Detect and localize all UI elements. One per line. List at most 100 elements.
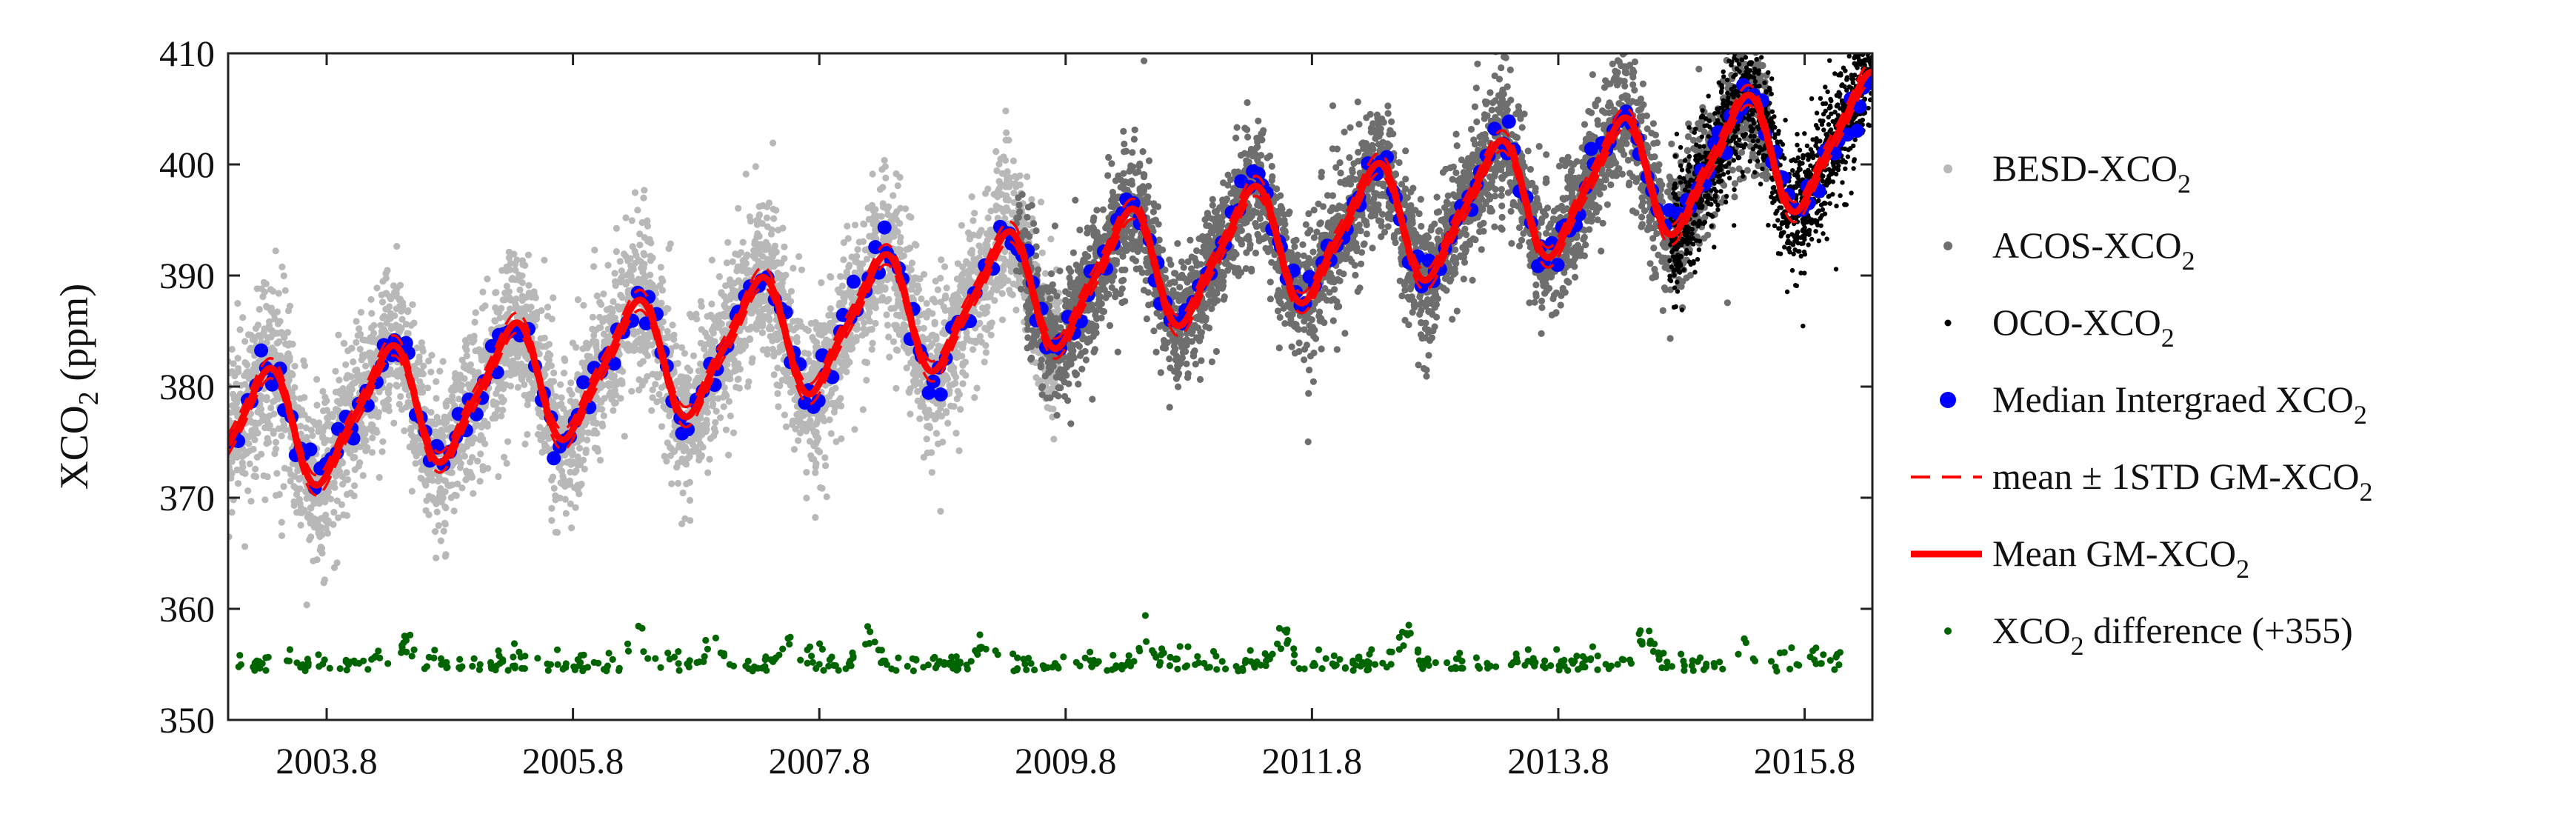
- scatter-point: [433, 500, 440, 507]
- scatter-point: [596, 456, 604, 464]
- scatter-point: [353, 338, 360, 346]
- scatter-point: [715, 273, 723, 281]
- scatter-point: [613, 224, 621, 232]
- scatter-point: [239, 314, 247, 321]
- scatter-point: [330, 564, 338, 572]
- scatter-point: [758, 322, 767, 330]
- scatter-point: [256, 306, 263, 313]
- scatter-point: [764, 346, 771, 353]
- scatter-point: [437, 537, 445, 544]
- scatter-point: [450, 507, 458, 515]
- scatter-point: [484, 276, 491, 283]
- scatter-point: [771, 242, 778, 250]
- scatter-point: [959, 380, 967, 387]
- scatter-point: [525, 281, 533, 289]
- scatter-point: [297, 474, 304, 481]
- plot-clip-group: [228, 53, 1872, 675]
- scatter-point: [649, 386, 656, 393]
- scatter-point: [491, 317, 498, 324]
- scatter-point: [746, 335, 753, 342]
- scatter-point: [636, 241, 644, 249]
- scatter-point: [298, 409, 306, 417]
- scatter-point: [410, 319, 418, 327]
- scatter-point: [317, 544, 324, 551]
- scatter-point: [441, 417, 448, 424]
- scatter-point: [790, 446, 798, 453]
- scatter-point: [868, 325, 875, 333]
- scatter-point: [937, 507, 944, 515]
- scatter-point: [421, 467, 430, 474]
- scatter-point: [350, 358, 357, 366]
- scatter-point: [409, 301, 416, 308]
- scatter-point: [956, 287, 964, 295]
- scatter-point: [396, 296, 404, 303]
- scatter-point: [968, 193, 975, 201]
- scatter-point: [921, 270, 928, 278]
- scatter-point: [275, 290, 282, 297]
- scatter-point: [894, 182, 901, 190]
- scatter-point: [926, 422, 933, 430]
- scatter-point: [807, 320, 815, 327]
- scatter-point: [495, 308, 503, 316]
- scatter-point: [931, 318, 938, 326]
- scatter-point: [433, 378, 440, 385]
- scatter-point: [613, 248, 620, 256]
- scatter-point: [495, 473, 502, 481]
- scatter-point: [398, 305, 406, 313]
- scatter-point: [498, 267, 506, 274]
- scatter-point: [548, 504, 555, 512]
- scatter-point: [593, 292, 601, 300]
- scatter-point: [955, 447, 963, 455]
- scatter-point: [356, 345, 364, 353]
- scatter-point: [345, 397, 353, 404]
- scatter-point: [310, 557, 317, 564]
- scatter-point: [258, 417, 266, 424]
- scatter-point: [770, 371, 778, 378]
- scatter-point: [825, 312, 832, 319]
- scatter-point: [954, 387, 961, 395]
- scatter-point: [428, 352, 436, 359]
- scatter-point: [998, 316, 1007, 324]
- scatter-point: [309, 432, 316, 439]
- scatter-point: [749, 355, 756, 362]
- scatter-point: [739, 238, 747, 246]
- scatter-point: [591, 444, 598, 452]
- scatter-point: [518, 293, 526, 300]
- scatter-point: [976, 333, 984, 340]
- scatter-point: [795, 412, 802, 420]
- scatter-point: [244, 487, 252, 495]
- scatter-point: [781, 255, 788, 262]
- scatter-point: [995, 178, 1003, 185]
- scatter-point: [863, 376, 870, 384]
- scatter-point: [251, 436, 258, 444]
- scatter-point: [954, 353, 962, 361]
- scatter-point: [278, 532, 286, 539]
- scatter-point: [991, 297, 998, 304]
- scatter-point: [916, 275, 924, 283]
- scatter-point: [690, 352, 698, 359]
- scatter-point: [247, 498, 255, 505]
- scatter-point: [724, 238, 732, 246]
- scatter-point: [883, 298, 890, 305]
- scatter-point: [228, 346, 236, 353]
- scatter-point: [932, 430, 941, 437]
- scatter-point: [767, 323, 774, 330]
- scatter-point: [384, 388, 392, 396]
- scatter-point: [427, 368, 435, 376]
- scatter-point: [958, 221, 965, 229]
- scatter-point: [631, 247, 638, 255]
- scatter-point: [567, 458, 574, 465]
- scatter-point: [545, 341, 553, 348]
- scatter-point: [379, 438, 387, 445]
- scatter-point: [746, 325, 754, 333]
- scatter-point: [422, 507, 430, 514]
- scatter-point: [939, 329, 947, 337]
- scatter-point: [253, 473, 260, 481]
- scatter-point: [770, 215, 778, 222]
- scatter-point: [578, 359, 586, 367]
- scatter-point: [467, 458, 474, 466]
- scatter-point: [885, 333, 892, 341]
- scatter-point: [971, 210, 978, 217]
- scatter-point: [608, 305, 615, 313]
- scatter-point: [837, 395, 844, 402]
